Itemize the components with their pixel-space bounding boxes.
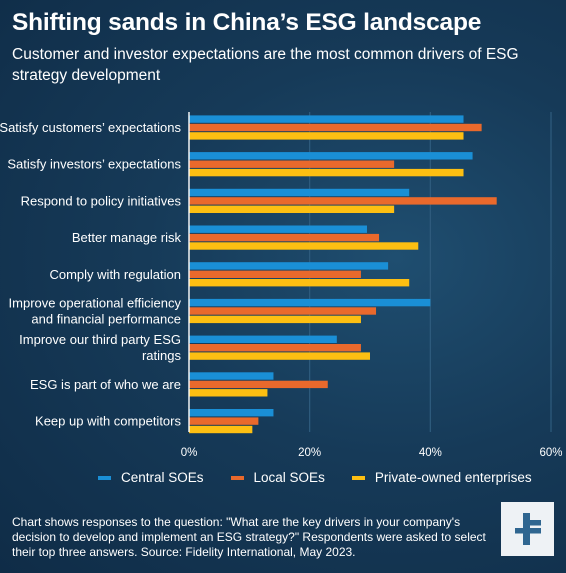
bar-central-soes xyxy=(189,225,367,233)
bar-private-owned-enterprises xyxy=(189,279,410,287)
bar-chart: 0% 20% 40% 60% Satisfy customers’ expectatio… xyxy=(0,112,562,459)
category-label: Satisfy customers’ expectations xyxy=(0,120,182,135)
bar-central-soes xyxy=(189,115,464,123)
bar-central-soes xyxy=(189,152,473,160)
category-label: Keep up with competitors xyxy=(35,414,181,429)
fidelity-logo-icon xyxy=(514,513,541,545)
category-label: ESG is part of who we are xyxy=(30,377,181,392)
legend-swatch-local-soes xyxy=(230,475,244,480)
bar-central-soes xyxy=(189,298,431,307)
x-tick-label: 60% xyxy=(539,447,562,459)
bar-local-soes xyxy=(189,123,482,132)
bar-local-soes xyxy=(189,197,497,205)
category-label-line: Improve our third party ESG xyxy=(19,332,181,347)
category-label-line: Satisfy customers’ expectations xyxy=(0,120,182,135)
legend-item-central-soes: Central SOEs xyxy=(98,470,204,485)
category-label: Comply with regulation xyxy=(49,267,181,282)
category-label-line: ESG is part of who we are xyxy=(30,377,181,392)
bar-central-soes xyxy=(189,262,389,270)
bar-central-soes xyxy=(189,372,274,380)
bar-local-soes xyxy=(189,270,361,278)
category-label: Improve our third party ESG ratings xyxy=(19,332,181,363)
bar-local-soes xyxy=(189,233,380,242)
bar-private-owned-enterprises xyxy=(189,168,464,177)
x-tick-label: 20% xyxy=(298,447,321,459)
category-label: Improve operational efficiency and financ… xyxy=(9,296,182,327)
legend-item-private-enterprises: Private-owned enterprises xyxy=(351,470,532,485)
bar-local-soes xyxy=(189,344,361,352)
bar-local-soes xyxy=(189,160,395,168)
chart-legend: Central SOEs Local SOEs Private-owned en… xyxy=(98,470,532,485)
bar-private-owned-enterprises xyxy=(189,315,361,324)
bar-local-soes xyxy=(189,380,328,389)
category-label: Better manage risk xyxy=(72,230,182,245)
bar-private-owned-enterprises xyxy=(189,389,268,397)
legend-label-central-soes: Central SOEs xyxy=(121,470,204,485)
category-label: Respond to policy initiatives xyxy=(21,193,182,208)
bar-central-soes xyxy=(189,409,274,417)
bar-private-owned-enterprises xyxy=(189,425,253,434)
legend-swatch-private-enterprises xyxy=(351,475,365,480)
category-label-line: Respond to policy initiatives xyxy=(21,193,182,208)
bar-private-owned-enterprises xyxy=(189,352,370,360)
category-label-line: and financial performance xyxy=(31,312,181,327)
bar-private-owned-enterprises xyxy=(189,205,395,213)
chart-footnote: Chart shows responses to the question: "… xyxy=(12,515,486,559)
bar-local-soes xyxy=(189,307,377,315)
chart-title: Shifting sands in China’s ESG landscape xyxy=(12,9,482,36)
category-label-line: ratings xyxy=(142,348,182,363)
fidelity-logo xyxy=(501,502,554,556)
x-tick-label: 40% xyxy=(419,447,442,459)
category-label: Satisfy investors’ expectations xyxy=(7,157,181,172)
category-label-line: Comply with regulation xyxy=(49,267,181,282)
legend-swatch-central-soes xyxy=(98,475,111,480)
chart-subtitle: Customer and investor expectations are t… xyxy=(12,46,519,84)
legend-item-local-soes: Local SOEs xyxy=(230,470,325,485)
bar-central-soes xyxy=(189,335,337,343)
x-tick-label: 0% xyxy=(181,447,198,459)
category-label-line: Keep up with competitors xyxy=(35,414,181,429)
bar-private-owned-enterprises xyxy=(189,132,464,140)
legend-label-private-enterprises: Private-owned enterprises xyxy=(374,470,532,485)
bar-local-soes xyxy=(189,417,259,425)
bar-central-soes xyxy=(189,188,410,197)
category-label-line: Satisfy investors’ expectations xyxy=(7,157,181,172)
category-label-line: Improve operational efficiency xyxy=(9,296,182,311)
category-label-line: Better manage risk xyxy=(72,230,182,245)
bar-private-owned-enterprises xyxy=(189,242,419,250)
legend-label-local-soes: Local SOEs xyxy=(253,470,325,485)
